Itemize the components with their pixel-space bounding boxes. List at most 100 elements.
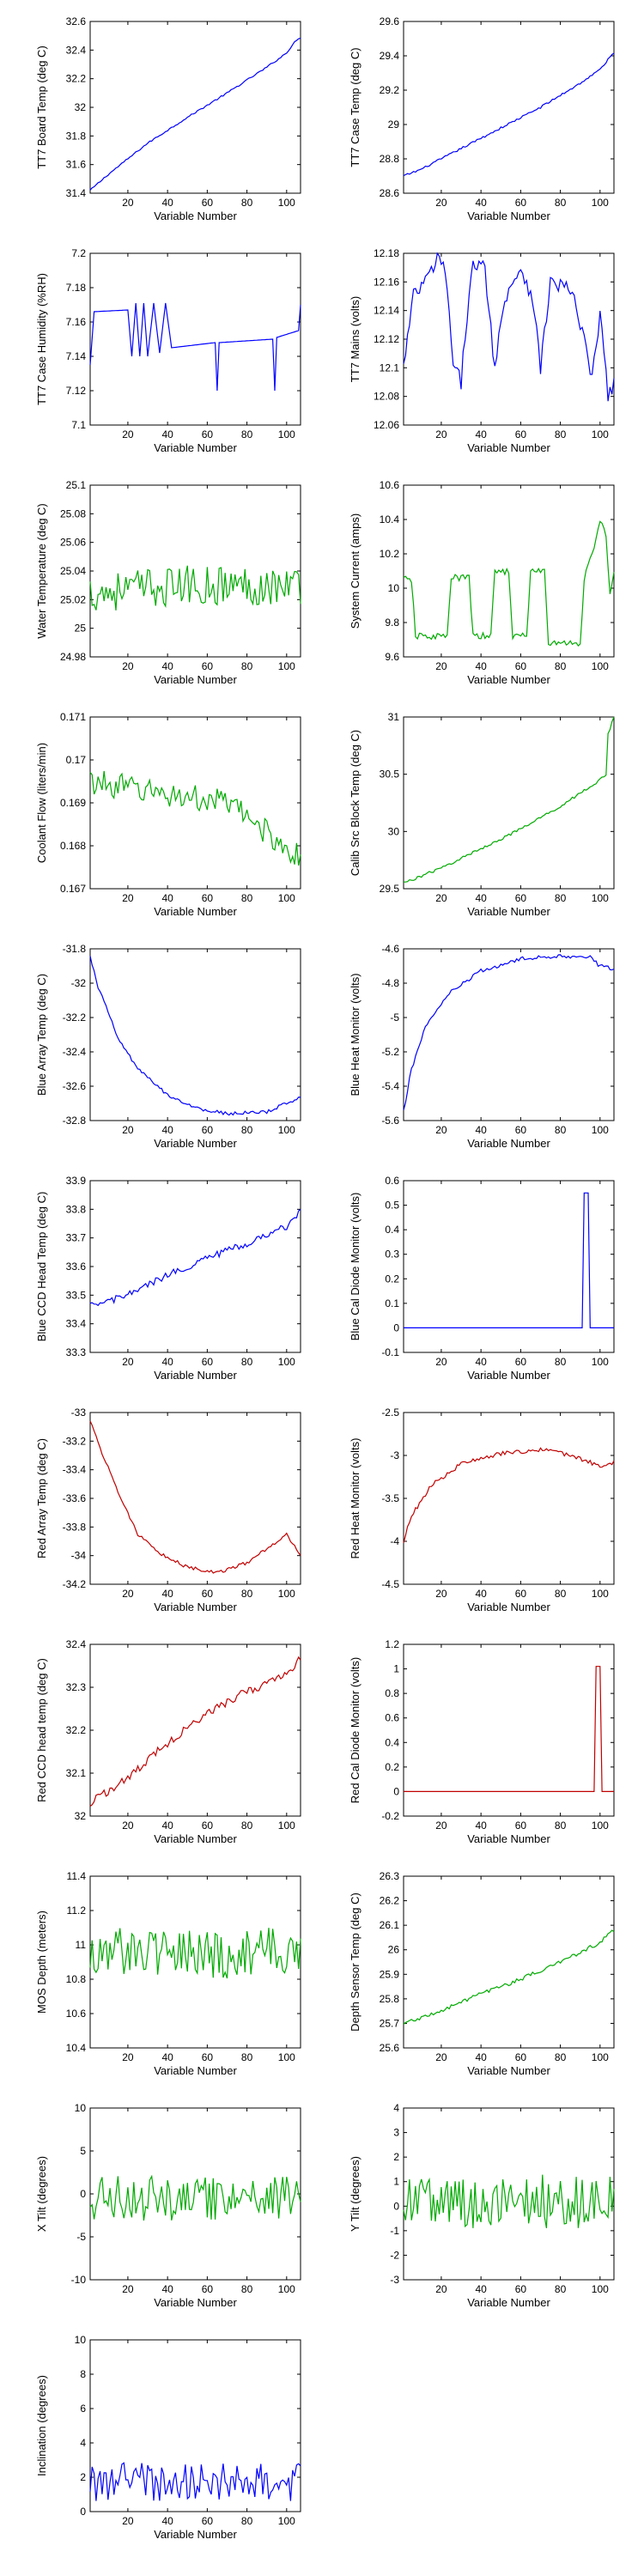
y-tick-label: 7.12 — [66, 385, 87, 397]
y-tick-label: 8 — [80, 2368, 86, 2380]
y-tick-label: 10.2 — [380, 548, 400, 560]
series-line — [404, 1192, 614, 1329]
x-tick-label: 80 — [555, 1124, 567, 1136]
y-tick-label: 0 — [393, 2200, 399, 2212]
x-tick-label: 20 — [122, 1588, 134, 1600]
x-tick-label: 20 — [435, 1124, 447, 1136]
x-tick-label: 100 — [278, 2283, 295, 2295]
y-axis-label: MOS Depth (meters) — [35, 1911, 48, 2014]
y-tick-label: 0.6 — [385, 1175, 399, 1187]
plot-frame — [89, 1412, 301, 1585]
x-tick-label: 100 — [278, 660, 295, 672]
x-tick-label: 20 — [122, 892, 134, 904]
x-axis-label: Variable Number — [467, 2064, 550, 2077]
x-tick-label: 60 — [202, 892, 214, 904]
x-tick-label: 80 — [241, 2283, 253, 2295]
x-tick-label: 40 — [161, 197, 173, 209]
y-tick-label: 0.6 — [385, 1712, 399, 1724]
x-axis-label: Variable Number — [467, 1601, 550, 1613]
x-tick-label: 20 — [435, 892, 447, 904]
x-tick-label: 20 — [122, 1820, 134, 1832]
chart-inclination: 20 40 60 80 100 Variable Number 0 2 4 6 8 10 Inclina… — [35, 2334, 301, 2541]
plot-frame — [89, 2107, 301, 2281]
y-tick-label: 24.98 — [60, 651, 86, 663]
plot-frame — [89, 1875, 301, 2049]
y-tick-label: 10 — [388, 582, 400, 594]
chart-blue-cal-diode-monitor: 20 40 60 80 100 Variable Number -0.1 0 0.1 0.2 0.3… — [349, 1175, 615, 1382]
y-tick-label: 29 — [388, 118, 400, 131]
y-tick-label: 0.171 — [60, 711, 86, 723]
y-tick-label: 25.04 — [60, 565, 86, 577]
x-tick-label: 60 — [515, 197, 527, 209]
y-tick-label: -3 — [390, 1449, 399, 1461]
x-tick-label: 20 — [435, 1588, 447, 1600]
y-tick-label: -0.2 — [381, 1810, 399, 1822]
x-axis-label: Variable Number — [154, 1832, 237, 1845]
series-line — [89, 2462, 301, 2501]
y-tick-label: -5.2 — [381, 1046, 399, 1058]
plot-frame — [403, 1643, 615, 1817]
plot-frame — [89, 716, 301, 890]
x-tick-label: 60 — [202, 2283, 214, 2295]
y-tick-label: 30 — [388, 825, 400, 837]
x-tick-label: 60 — [202, 1124, 214, 1136]
chart-x-tilt: 20 40 60 80 100 Variable Number -10 -5 0 5 10 X Til… — [35, 2102, 301, 2309]
series-line — [89, 770, 301, 866]
y-tick-label: 32.4 — [66, 1638, 87, 1650]
y-tick-label: 7.16 — [66, 316, 87, 328]
x-tick-label: 60 — [202, 660, 214, 672]
x-tick-label: 40 — [161, 892, 173, 904]
y-axis-label: Coolant Flow (liters/min) — [35, 743, 48, 863]
x-tick-label: 40 — [475, 1356, 487, 1368]
x-axis-label: Variable Number — [467, 441, 550, 454]
x-tick-label: 80 — [555, 1820, 567, 1832]
x-tick-label: 100 — [592, 197, 609, 209]
series-line — [89, 1420, 301, 1574]
x-tick-label: 20 — [122, 197, 134, 209]
y-tick-label: 1 — [393, 1663, 399, 1675]
chart-coolant-flow: 20 40 60 80 100 Variable Number 0.167 0.168 0.16… — [35, 711, 301, 918]
x-tick-label: 40 — [161, 1820, 173, 1832]
y-tick-label: 33.9 — [66, 1175, 87, 1187]
plot-frame — [89, 2339, 301, 2512]
x-tick-label: 60 — [515, 1820, 527, 1832]
chart-tt7-case-temp: 20 40 60 80 100 Variable Number 28.6 28.8 29 29.2… — [349, 15, 615, 222]
x-tick-label: 80 — [555, 197, 567, 209]
y-tick-label: 25.02 — [60, 593, 86, 605]
x-tick-label: 20 — [122, 2051, 134, 2063]
y-tick-label: 29.2 — [380, 84, 400, 96]
x-axis-label: Variable Number — [467, 673, 550, 686]
x-tick-label: 80 — [241, 428, 253, 440]
x-tick-label: 60 — [202, 1588, 214, 1600]
x-tick-label: 80 — [555, 1356, 567, 1368]
y-tick-label: 10.4 — [380, 513, 400, 526]
y-tick-label: 32.2 — [66, 73, 87, 85]
y-tick-label: -3.5 — [381, 1492, 399, 1504]
y-tick-label: 10.6 — [66, 2008, 87, 2020]
x-tick-label: 100 — [278, 2515, 295, 2527]
y-axis-label: Red CCD head temp (deg C) — [35, 1658, 48, 1802]
y-axis-label: Red Array Temp (deg C) — [35, 1438, 48, 1558]
x-tick-label: 80 — [555, 892, 567, 904]
y-tick-label: 25.7 — [380, 2017, 400, 2029]
x-tick-label: 40 — [161, 660, 173, 672]
series-line — [89, 565, 301, 611]
y-tick-label: 12.08 — [374, 391, 399, 403]
y-tick-label: 33.4 — [66, 1318, 87, 1330]
y-tick-label: 7.18 — [66, 282, 87, 294]
series-line — [89, 1656, 301, 1807]
x-axis-label: Variable Number — [154, 2528, 237, 2541]
y-axis-label: Y Tilt (degrees) — [349, 2156, 361, 2232]
x-tick-label: 80 — [555, 1588, 567, 1600]
y-tick-label: 0.8 — [385, 1687, 399, 1699]
y-tick-label: -2.5 — [381, 1406, 399, 1419]
x-tick-label: 60 — [515, 1588, 527, 1600]
y-axis-label: TT7 Board Temp (deg C) — [35, 46, 48, 169]
y-tick-label: -10 — [71, 2274, 87, 2286]
series-line — [404, 1666, 614, 1792]
series-line — [403, 520, 615, 647]
y-tick-label: 32 — [75, 101, 87, 113]
y-tick-label: 26.3 — [380, 1870, 400, 1882]
plot-frame — [403, 252, 615, 426]
y-tick-label: 0.1 — [385, 1297, 399, 1309]
